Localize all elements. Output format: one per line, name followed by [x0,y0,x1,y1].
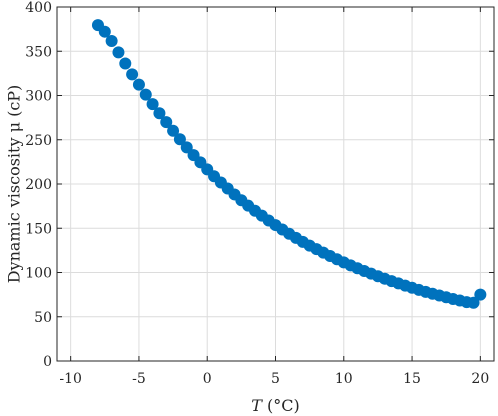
data-point [132,78,145,91]
y-tick-label: 0 [43,354,52,370]
data-point [153,107,166,120]
y-tick-label: 250 [25,133,52,149]
x-tick-label: 20 [471,371,489,387]
data-point [180,141,193,154]
tick-marks [57,6,494,362]
data-point [98,25,111,38]
y-tick-label: 100 [25,266,52,282]
data-point [126,68,139,81]
y-tick-labels: 0 50 100 150 200 250 300 350 400 [25,0,52,370]
grid [57,6,494,362]
y-tick-label: 300 [25,89,52,105]
x-tick-label: 15 [403,371,421,387]
data-point [146,98,159,111]
data-point [160,116,173,129]
y-axis-label: Dynamic viscosity μ (cP) [5,85,24,284]
data-point [119,57,132,70]
y-tick-label: 400 [25,0,52,16]
data-point [467,296,480,309]
data-point [474,288,487,301]
x-tick-label: -5 [132,371,146,387]
x-tick-label: -10 [59,371,82,387]
x-tick-label: 5 [271,371,280,387]
x-axis-label-unit: (°C) [262,396,300,415]
data-point [139,88,152,101]
x-axis-label-symbol: T [251,396,263,415]
data-point [167,124,180,137]
data-point [105,34,118,47]
data-point [112,46,125,59]
y-tick-label: 50 [34,310,52,326]
data-points [91,19,487,309]
x-tick-label: 10 [335,371,353,387]
x-axis-label: T (°C) [251,396,299,415]
x-tick-labels: -10 -5 0 5 10 15 20 [59,371,489,387]
x-tick-label: 0 [203,371,212,387]
data-point [173,133,186,146]
y-tick-label: 200 [25,177,52,193]
y-tick-label: 150 [25,221,52,237]
y-tick-label: 350 [25,44,52,60]
